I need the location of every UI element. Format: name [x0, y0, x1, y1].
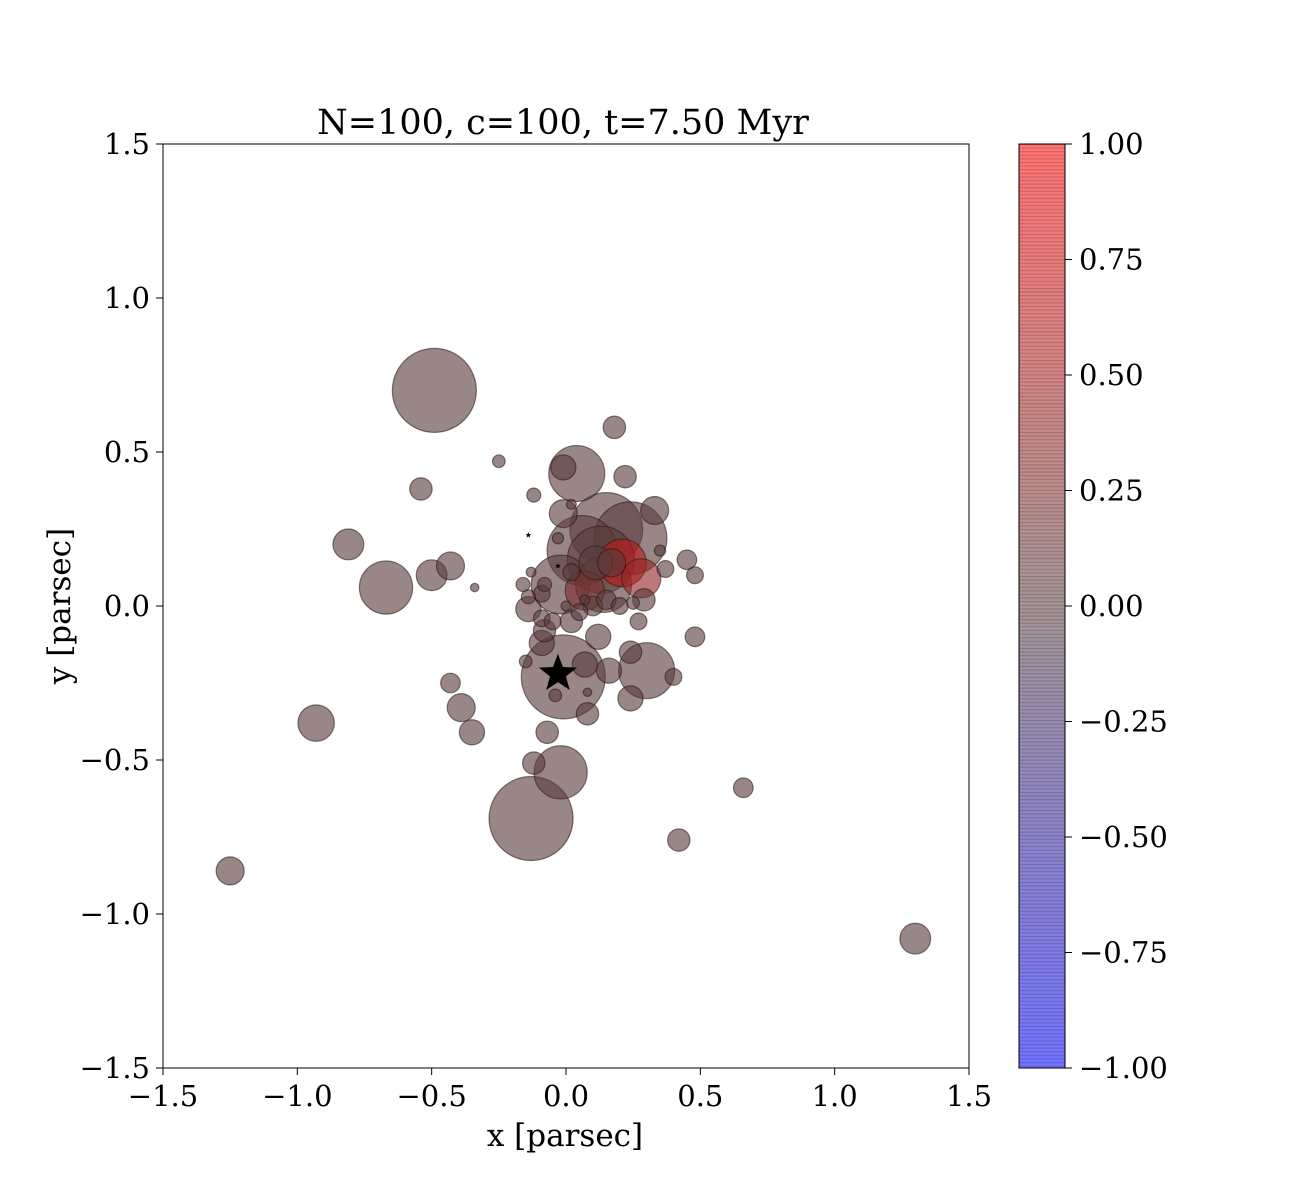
data-point [332, 528, 365, 561]
data-point [626, 596, 641, 610]
data-point [391, 347, 477, 433]
data-point [521, 751, 546, 775]
colorbar-tick-label: 0.00 [1079, 589, 1144, 623]
y-tick-label: 0.0 [104, 589, 150, 623]
data-point [518, 654, 533, 669]
x-tick-label: −1.5 [128, 1079, 198, 1113]
x-axis: −1.5 −1.0 −0.5 0.0 0.5 1.0 1.5 [128, 1068, 992, 1113]
data-point [440, 672, 461, 694]
y-tick-label: −1.0 [80, 897, 150, 931]
data-point [579, 594, 591, 606]
data-point [629, 612, 648, 631]
star-marker [538, 653, 577, 690]
colorbar-lines [1019, 144, 1065, 1068]
data-point [656, 560, 675, 579]
colorbar-ticks: 1.00 0.75 0.50 0.25 0.00 −0.25 −0.50 −0.75 −1.00 [1065, 127, 1168, 1085]
y-tick-label: 1.5 [104, 127, 150, 161]
data-point [899, 922, 932, 955]
y-tick-label: 0.5 [104, 435, 150, 469]
data-point [297, 704, 335, 742]
data-point [602, 415, 627, 440]
data-point [469, 582, 480, 593]
x-tick-label: 1.0 [812, 1079, 858, 1113]
data-point [358, 560, 414, 615]
data-point [565, 498, 577, 510]
x-tick-label: 0.5 [677, 1079, 723, 1113]
data-point [684, 626, 706, 648]
colorbar-tick-label: 1.00 [1079, 127, 1144, 161]
data-point [575, 701, 600, 726]
star-marker [525, 532, 532, 538]
data-point [613, 464, 637, 489]
data-point [570, 603, 589, 622]
y-tick-label: 1.0 [104, 281, 150, 315]
data-point [685, 566, 704, 585]
data-point [551, 532, 565, 545]
y-axis-label: y [parsec] [42, 528, 78, 685]
data-point [536, 576, 553, 593]
data-point [676, 549, 698, 571]
points-layer [215, 347, 932, 955]
y-tick-label: −1.5 [80, 1051, 150, 1085]
colorbar-tick-label: 0.75 [1079, 243, 1144, 277]
data-point [560, 600, 572, 612]
data-point [409, 477, 433, 501]
data-point [435, 551, 466, 581]
x-tick-label: 1.5 [946, 1079, 992, 1113]
data-point [597, 548, 627, 578]
data-point [571, 651, 599, 678]
data-point [491, 454, 506, 469]
data-point [667, 828, 691, 852]
y-tick-label: −0.5 [80, 743, 150, 777]
colorbar-tick-label: −0.25 [1079, 705, 1168, 739]
data-point [653, 544, 667, 557]
data-point [215, 856, 245, 886]
colorbar: 1.00 0.75 0.50 0.25 0.00 −0.25 −0.50 −0.75 −1.00 [1018, 127, 1168, 1085]
data-point [515, 576, 531, 593]
y-axis: −1.5 −1.0 −0.5 0.0 0.5 1.0 1.5 [80, 127, 163, 1085]
data-point [664, 667, 683, 686]
data-point [617, 685, 644, 712]
data-point [640, 495, 670, 526]
x-tick-label: −1.0 [262, 1079, 332, 1113]
colorbar-tick-label: −0.75 [1079, 936, 1168, 970]
colorbar-tick-label: −1.00 [1079, 1051, 1168, 1085]
data-point [535, 720, 559, 745]
data-point [610, 596, 629, 615]
data-point [550, 454, 577, 481]
data-point [543, 612, 562, 631]
data-point [618, 640, 643, 664]
x-tick-label: −0.5 [396, 1079, 466, 1113]
data-point [732, 777, 754, 799]
data-point [548, 688, 563, 703]
x-axis-label: x [parsec] [487, 1118, 643, 1154]
colorbar-tick-label: −0.50 [1079, 820, 1168, 854]
data-point [526, 487, 542, 503]
data-point [446, 693, 476, 723]
colorbar-tick-label: 0.25 [1079, 474, 1144, 508]
data-point [458, 719, 486, 746]
data-point [582, 687, 593, 698]
colorbar-tick-label: 0.50 [1079, 358, 1144, 392]
data-point [595, 657, 623, 684]
stars-layer [525, 532, 577, 690]
chart-title: N=100, c=100, t=7.50 Myr [317, 103, 809, 143]
data-point [562, 563, 581, 582]
star-marker [555, 562, 561, 569]
x-tick-label: 0.0 [543, 1079, 589, 1113]
data-point [533, 745, 588, 800]
data-point [585, 623, 612, 651]
data-point [525, 566, 537, 578]
